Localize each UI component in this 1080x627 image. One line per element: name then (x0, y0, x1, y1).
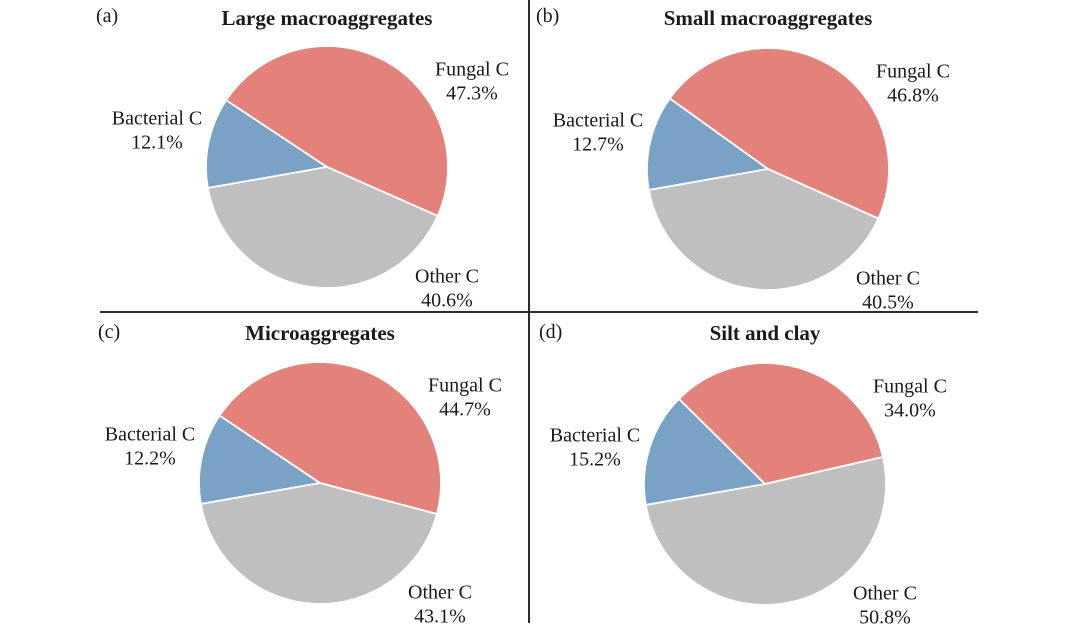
pie-slice-fungal (225, 45, 449, 217)
slice-percent: 47.3% (446, 83, 498, 105)
panel-title: Microaggregates (245, 321, 395, 345)
panel-letter: (b) (536, 5, 560, 27)
panel-silt-and-clay: (d) Silt and clay Fungal C 34.0% Bacteri… (529, 313, 1080, 627)
slice-percent: 12.7% (572, 134, 624, 156)
pie-slice-other (644, 456, 887, 606)
slice-label-other: Other C 50.8% (853, 582, 917, 627)
slice-percent: 15.2% (569, 449, 621, 471)
slice-label-bacterial: Bacterial C 12.2% (105, 423, 196, 472)
panel-letter: (d) (539, 321, 563, 343)
pie-chart (646, 47, 890, 291)
slice-name: Bacterial C (552, 109, 644, 132)
slice-name: Other C (408, 581, 472, 604)
slice-percent: 50.8% (859, 607, 911, 627)
slice-name: Fungal C (428, 374, 502, 397)
slice-percent: 46.8% (887, 85, 939, 107)
pie-chart (643, 362, 887, 606)
pie-slice-bacterial (205, 99, 328, 189)
panel-title: Small macroaggregates (663, 6, 873, 30)
pie-slice-other (647, 168, 880, 291)
pie-slice-other (206, 166, 439, 289)
pie-slice-bacterial (198, 414, 321, 505)
slice-label-fungal: Fungal C 44.7% (428, 374, 502, 423)
panel-small-macroaggregates: (b) Small macroaggregates Fungal C 46.8%… (529, 0, 1080, 316)
slice-name: Fungal C (873, 375, 947, 398)
panel-microaggregates: (c) Microaggregates Fungal C 44.7% Bacte… (0, 313, 529, 627)
slice-label-bacterial: Bacterial C 15.2% (550, 424, 641, 473)
slice-percent: 34.0% (884, 400, 936, 422)
slice-label-other: Other C 40.6% (415, 265, 479, 314)
slice-name: Fungal C (435, 58, 509, 81)
panel-large-macroaggregates: (a) Large macroaggregates Fungal C 47.3%… (0, 0, 529, 313)
slice-name: Bacterial C (111, 107, 203, 130)
panel-title: Silt and clay (709, 321, 821, 345)
panel-title: Large macroaggregates (221, 6, 433, 30)
pie-slice-fungal (678, 362, 884, 485)
pie-slice-bacterial (643, 397, 766, 506)
slice-percent: 40.5% (862, 292, 914, 314)
slice-label-bacterial: Bacterial C 12.7% (553, 109, 644, 158)
slice-name: Other C (415, 265, 479, 288)
slice-label-other: Other C 43.1% (408, 581, 472, 627)
horizontal-divider (100, 311, 978, 313)
slice-percent: 43.1% (414, 606, 466, 627)
slice-name: Fungal C (876, 60, 950, 83)
slice-label-bacterial: Bacterial C 12.1% (112, 107, 203, 156)
slice-percent: 44.7% (439, 399, 491, 421)
slice-percent: 40.6% (421, 290, 473, 312)
pie-chart (205, 45, 449, 289)
slice-name: Bacterial C (549, 424, 641, 447)
pie-slice-fungal (218, 361, 442, 515)
slice-name: Other C (853, 582, 917, 605)
slice-percent: 12.1% (131, 132, 183, 154)
panel-letter: (a) (96, 5, 119, 27)
panel-letter: (c) (98, 321, 121, 343)
pie-slice-fungal (668, 47, 890, 220)
slice-name: Other C (856, 267, 920, 290)
slice-name: Bacterial C (104, 423, 196, 446)
pie-chart (198, 361, 442, 605)
slice-percent: 12.2% (124, 448, 176, 470)
slice-label-fungal: Fungal C 34.0% (873, 375, 947, 424)
pie-slice-bacterial (646, 97, 769, 191)
slice-label-other: Other C 40.5% (856, 267, 920, 316)
slice-label-fungal: Fungal C 47.3% (435, 58, 509, 107)
pie-slice-other (199, 482, 438, 605)
slice-label-fungal: Fungal C 46.8% (876, 60, 950, 109)
